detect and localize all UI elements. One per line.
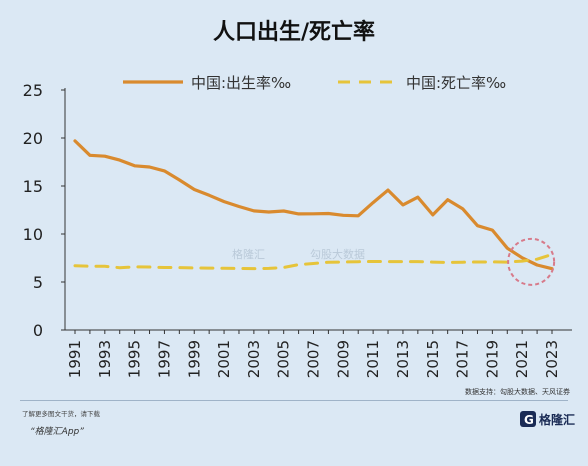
legend-death-label: 中国:死亡率‰ bbox=[406, 74, 506, 92]
series-line-death-rate bbox=[73, 252, 554, 271]
x-tick-label: 2003 bbox=[245, 340, 263, 378]
x-tick-label: 2011 bbox=[364, 340, 382, 378]
x-tick-label: 1991 bbox=[66, 340, 84, 378]
y-tick-label: 15 bbox=[23, 177, 43, 196]
x-tick-label: 1993 bbox=[96, 340, 114, 378]
x-tick-label: 2005 bbox=[275, 340, 293, 378]
y-tick-label: 0 bbox=[33, 321, 43, 340]
source-note: 数据支持：勾股大数据、天风证券 bbox=[465, 388, 570, 396]
x-tick-label: 2023 bbox=[543, 340, 561, 378]
highlight-circle bbox=[507, 237, 556, 286]
chart-svg: 0 5 10 15 20 25 1991 1993 1995 1997 1999 2001 2003 20… bbox=[23, 74, 572, 378]
footer-app-name: “格隆汇App” bbox=[30, 427, 84, 437]
x-tick-label: 1997 bbox=[155, 340, 173, 378]
brand-logo-text: 格隆汇 bbox=[539, 412, 575, 427]
x-tick-label: 2009 bbox=[334, 340, 352, 378]
chart-title: 人口出生/死亡率 bbox=[212, 20, 376, 45]
x-tick-label: 2021 bbox=[513, 340, 531, 378]
y-tick-label: 20 bbox=[23, 129, 43, 148]
svg-text:G: G bbox=[524, 413, 534, 427]
footer-divider bbox=[20, 400, 568, 401]
brand-logo: G 格隆汇 bbox=[520, 411, 575, 427]
x-tick-label: 1999 bbox=[185, 340, 203, 378]
x-tick-label: 2007 bbox=[305, 340, 323, 378]
legend-birth-label: 中国:出生率‰ bbox=[191, 74, 291, 92]
x-tick-label: 2013 bbox=[394, 340, 412, 378]
y-tick-label: 5 bbox=[33, 273, 43, 292]
footer-note: 了解更多图文干货，请下载 bbox=[22, 410, 100, 418]
x-tick-label: 2001 bbox=[215, 340, 233, 378]
watermark-left: 格隆汇 bbox=[232, 248, 265, 261]
watermark-right: 勾股大数据 bbox=[310, 248, 365, 261]
x-tick-label: 2019 bbox=[483, 340, 501, 378]
x-tick-label: 2015 bbox=[424, 340, 442, 378]
x-tick-label: 1995 bbox=[126, 340, 144, 378]
x-tick-label: 2017 bbox=[454, 340, 472, 378]
y-tick-label: 25 bbox=[23, 81, 43, 100]
series-line-birth-rate bbox=[73, 139, 554, 271]
y-tick-label: 10 bbox=[23, 225, 43, 244]
